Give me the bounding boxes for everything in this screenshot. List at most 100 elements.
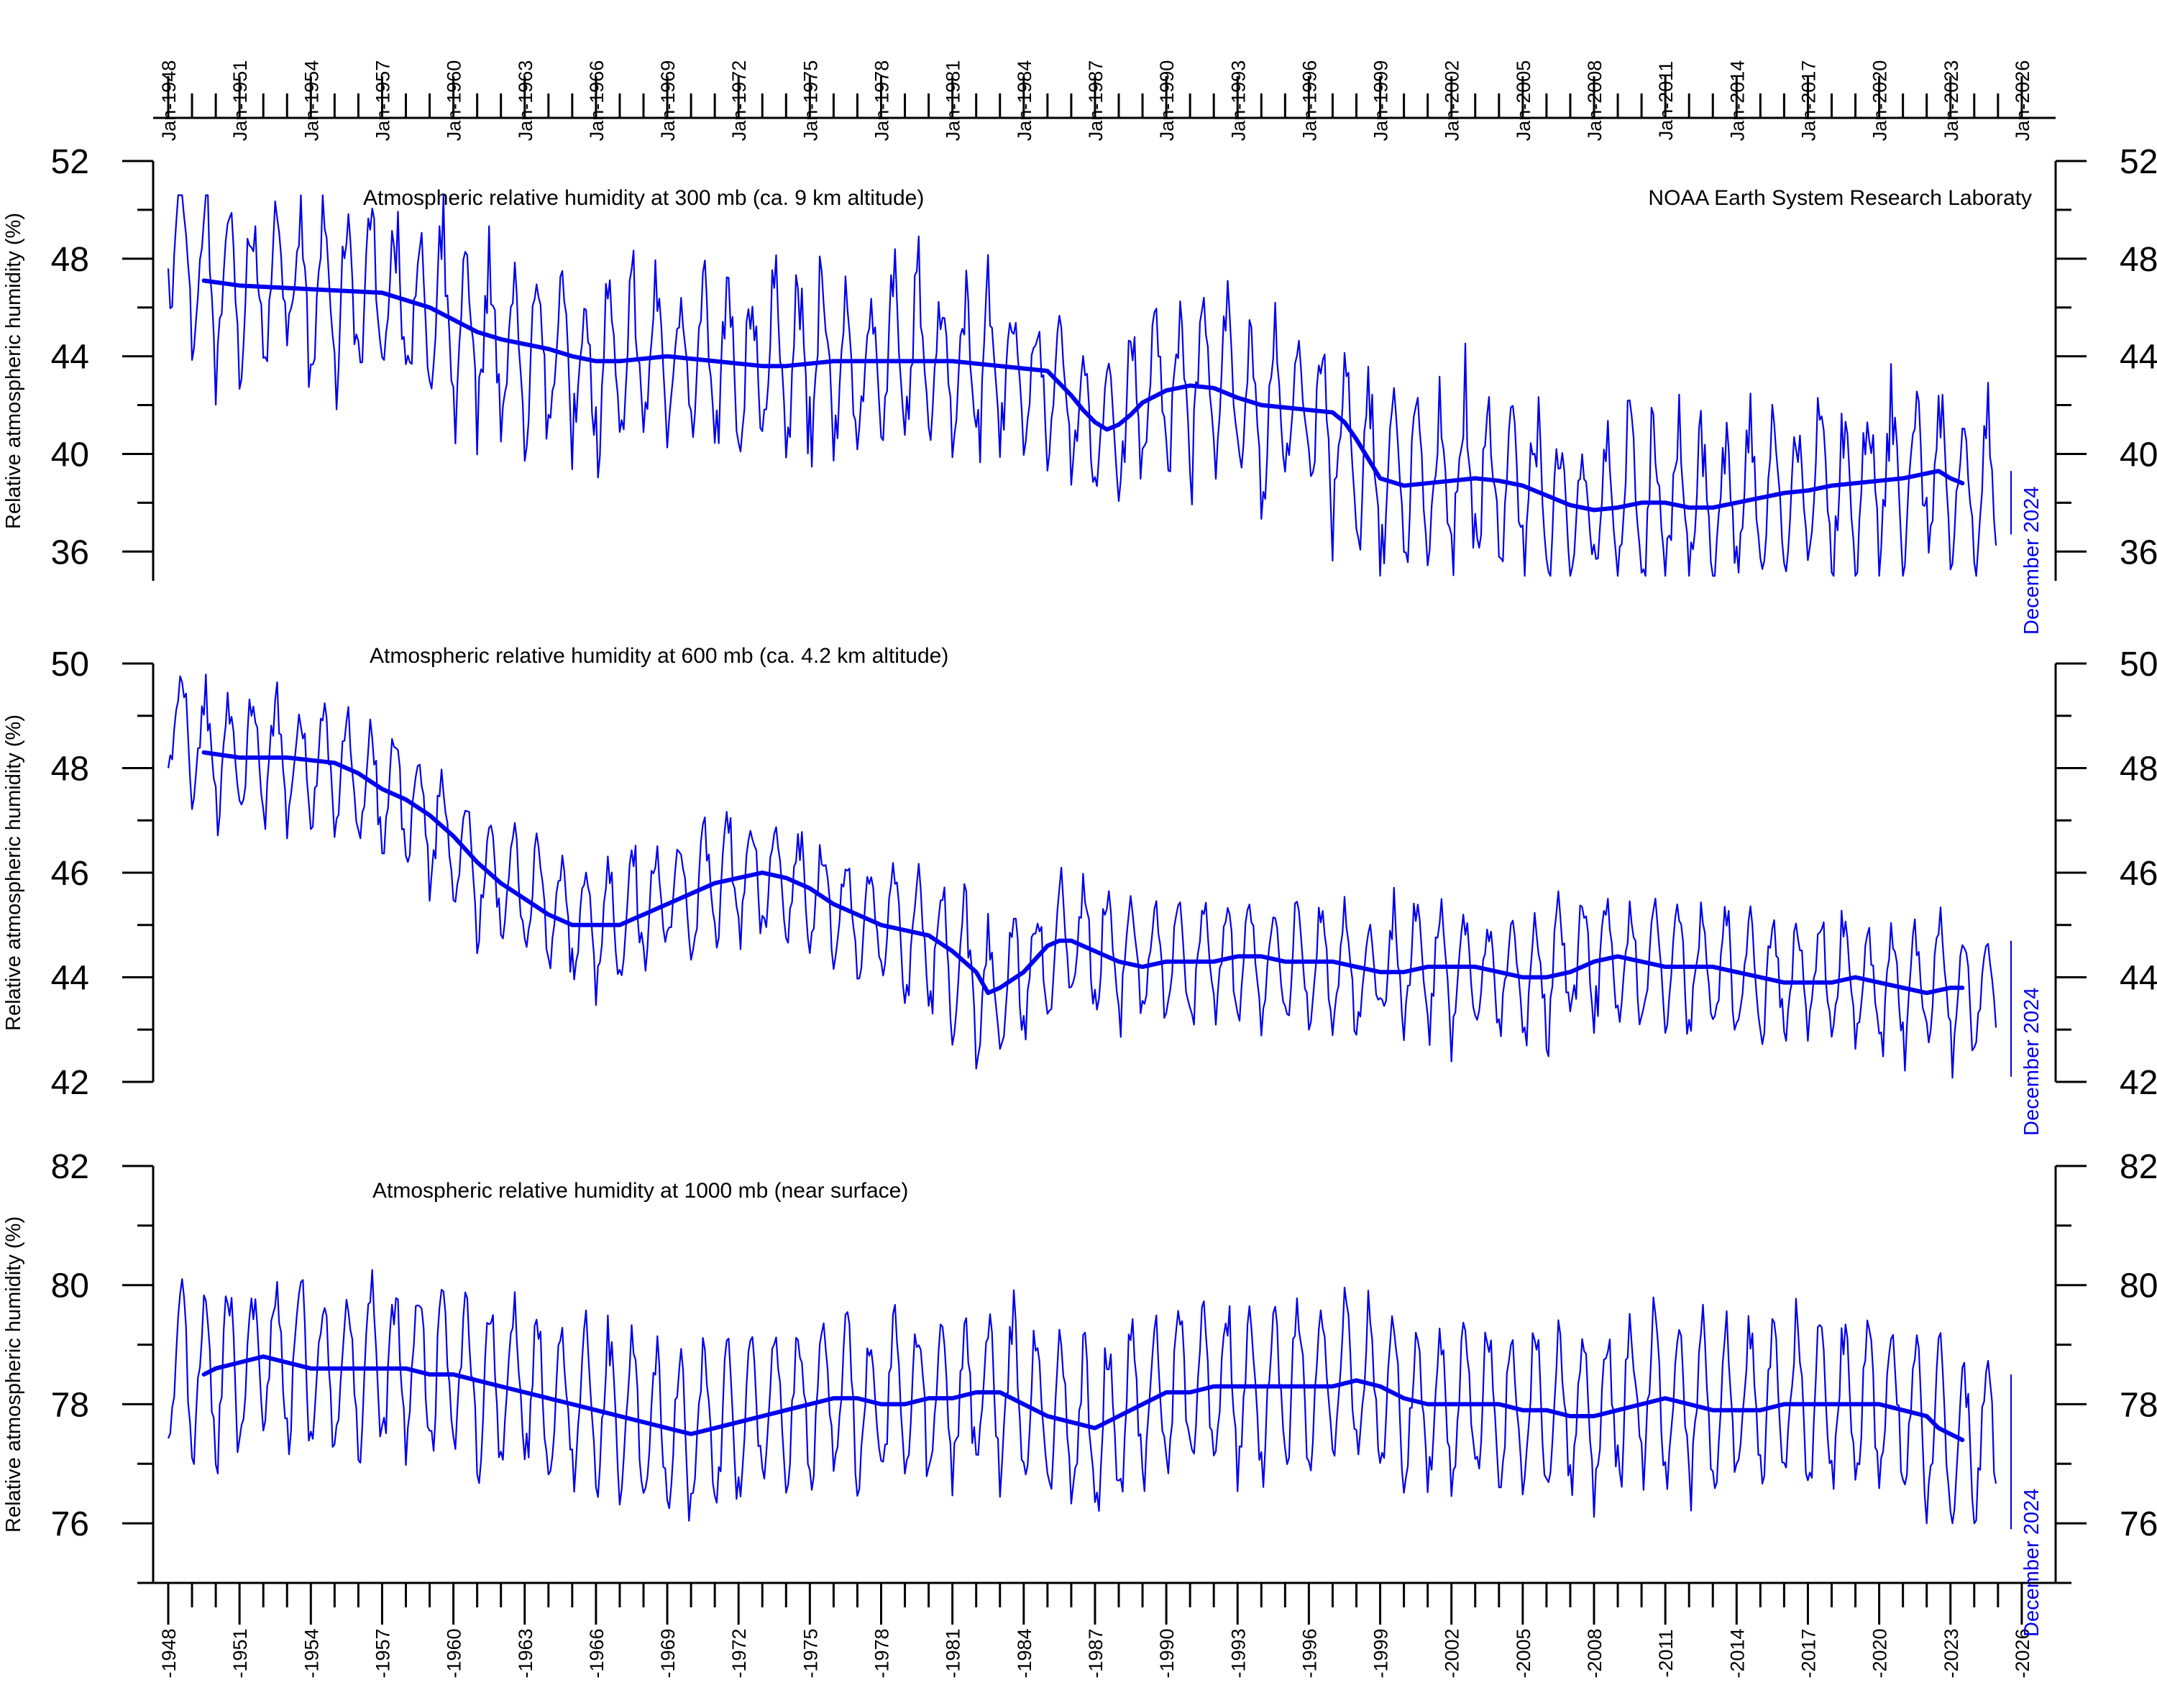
monthly-series-line [167,194,1997,577]
y-tick-label-left: 48 [51,750,89,789]
time-tick-label: -2026 [2012,1628,2033,1678]
y-tick-label-left: 82 [51,1148,89,1186]
time-tick-label: -1948 [158,1628,180,1678]
credit-label: NOAA Earth System Research Laboraty [1648,186,2032,210]
panel-title: Atmospheric relative humidity at 1000 mb… [372,1179,908,1203]
time-tick-label: Jan-1966 [586,60,608,142]
time-tick-label: -1975 [800,1628,821,1678]
time-tick-label: -1951 [229,1628,251,1678]
panel-title: Atmospheric relative humidity at 600 mb … [370,644,948,668]
time-tick-label: Jan-1993 [1227,60,1249,142]
y-tick-label-left: 80 [51,1267,89,1305]
time-tick-label: -1981 [943,1628,964,1678]
time-tick-label: Jan-1990 [1156,60,1178,142]
y-tick-label-right: 40 [2120,436,2157,474]
y-tick-label-right: 36 [2120,533,2157,571]
time-tick-label: -2020 [1869,1628,1891,1678]
time-tick-label: -1978 [871,1628,893,1678]
y-tick-label-left: 76 [51,1505,89,1543]
monthly-series-line [167,1269,1997,1525]
end-date-label: December 2024 [2020,1489,2043,1637]
time-tick-label: Jan-1960 [444,60,465,142]
time-tick-label: -1999 [1370,1628,1392,1678]
y-axis-label: Relative atmospheric humidity (%) [2,213,25,529]
time-tick-label: -1963 [515,1628,536,1678]
time-tick-label: Jan-2008 [1584,60,1606,142]
end-date-label: December 2024 [2020,487,2043,635]
time-tick-label: Jan-1987 [1085,60,1107,142]
time-tick-label: Jan-1951 [229,60,251,142]
y-tick-label-right: 80 [2120,1267,2157,1305]
time-tick-label: -1960 [444,1628,465,1678]
y-tick-label-right: 82 [2120,1148,2157,1186]
time-tick-label: Jan-1972 [728,60,750,142]
y-tick-label-left: 52 [51,143,89,181]
time-tick-label: -2008 [1584,1628,1606,1678]
panel-3: 76 76 78 78 80 80 82 82 Relative atmospheric hum… [2,1148,2157,1637]
y-tick-label-right: 46 [2120,855,2157,893]
time-tick-label: Jan-1957 [372,60,393,142]
time-tick-label: Jan-1969 [657,60,679,142]
time-tick-label: -1972 [728,1628,750,1678]
y-tick-label-right: 78 [2120,1386,2157,1424]
y-tick-label-right: 48 [2120,750,2157,789]
time-tick-label: Jan-2020 [1869,60,1891,142]
y-tick-label-left: 42 [51,1064,89,1102]
running-mean-line [201,278,1965,513]
time-tick-label: Jan-1981 [943,60,964,142]
y-tick-label-right: 76 [2120,1505,2157,1543]
y-tick-label-left: 44 [51,960,89,998]
time-tick-label: Jan-1996 [1299,60,1320,142]
time-tick-label: -1996 [1299,1628,1320,1678]
time-tick-label: -1987 [1085,1628,1107,1678]
top-time-axis: Jan-1948 Jan-1951 Jan-1954 Jan-1957 Jan-1960… [153,60,2056,142]
time-tick-label: Jan-2002 [1442,60,1463,142]
time-tick-label: -1993 [1227,1628,1249,1678]
y-tick-label-left: 78 [51,1386,89,1424]
y-tick-label-right: 48 [2120,241,2157,279]
time-tick-label: Jan-1999 [1370,60,1392,142]
time-tick-label: -2011 [1655,1629,1677,1677]
time-tick-label: Jan-2023 [1941,60,1962,142]
y-tick-label-right: 50 [2120,646,2157,684]
y-tick-label-left: 48 [51,241,89,279]
time-tick-label: Jan-1963 [515,60,536,142]
time-tick-label: -2002 [1442,1628,1463,1678]
y-tick-label-right: 44 [2120,339,2157,377]
y-axis-label: Relative atmospheric humidity (%) [2,715,25,1031]
end-date-label: December 2024 [2020,988,2043,1136]
bottom-time-axis: -1948 -1951 -1954 -1957 -1960 -1963 -1966 -1969… [153,1581,2056,1679]
time-tick-label: Jan-1948 [158,60,180,142]
y-tick-label-left: 46 [51,855,89,893]
time-tick-label: Jan-2017 [1798,60,1819,142]
y-tick-label-right: 42 [2120,1064,2157,1102]
y-tick-label-left: 36 [51,533,89,571]
panel-1: 36 36 40 40 44 44 48 48 52 52 Relative atmospheric… [2,143,2157,635]
panel-title: Atmospheric relative humidity at 300 mb … [363,186,924,210]
time-tick-label: Jan-2014 [1726,60,1748,142]
y-tick-label-left: 50 [51,646,89,684]
running-mean-line [201,1354,1965,1443]
time-tick-label: -1990 [1156,1628,1178,1678]
time-tick-label: -2014 [1726,1628,1748,1678]
time-tick-label: Jan-1984 [1014,60,1035,142]
time-tick-label: -2005 [1513,1628,1534,1678]
time-tick-label: Jan-2005 [1513,60,1534,142]
y-tick-label-left: 40 [51,436,89,474]
running-mean-line [201,750,1965,996]
time-tick-label: -2023 [1941,1628,1962,1678]
time-tick-label: -1966 [586,1628,608,1678]
monthly-series-line [167,674,1997,1079]
time-tick-label: -1984 [1014,1628,1035,1678]
y-tick-label-left: 44 [51,339,89,377]
time-tick-label: -1954 [301,1628,322,1678]
time-tick-label: -1969 [657,1628,679,1678]
y-tick-label-right: 52 [2120,143,2157,181]
y-tick-label-right: 44 [2120,960,2157,998]
time-tick-label: -1957 [372,1628,393,1678]
time-tick-label: -2017 [1798,1628,1819,1678]
panel-2: 42 42 44 44 46 46 48 48 50 50 Relative atmospheric… [2,644,2157,1136]
time-tick-label: Jan-2011 [1655,61,1677,141]
